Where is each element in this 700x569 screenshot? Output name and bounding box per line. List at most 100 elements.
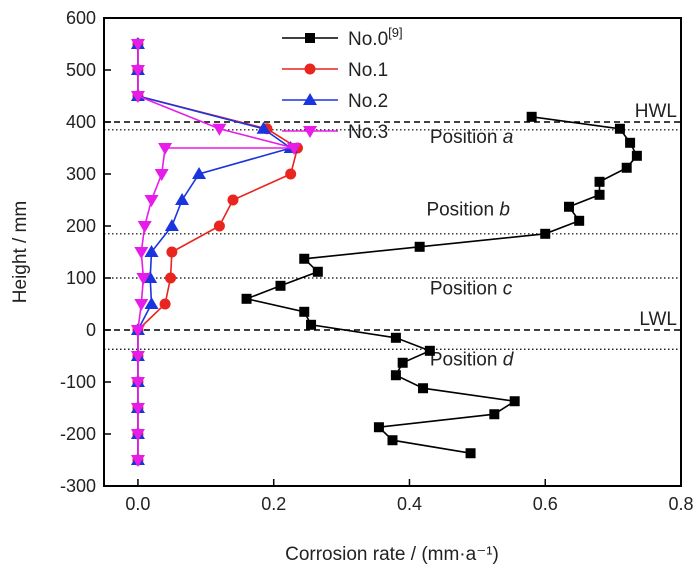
legend-item-no1: No.1 bbox=[282, 60, 388, 81]
y-tick-label: 400 bbox=[66, 112, 96, 132]
data-point-no0 bbox=[299, 253, 310, 264]
data-point-no1 bbox=[285, 168, 297, 180]
data-point-no0 bbox=[625, 137, 636, 148]
legend: No.0[9] No.1 No.2 No.3 bbox=[282, 25, 403, 143]
data-point-no3 bbox=[130, 455, 145, 467]
data-point-no0 bbox=[390, 370, 401, 381]
series-no0 bbox=[241, 111, 642, 459]
data-point-no0 bbox=[414, 241, 425, 252]
data-point-no2 bbox=[143, 271, 158, 283]
plot-frame bbox=[103, 17, 682, 487]
data-point-no0 bbox=[621, 162, 632, 173]
x-tick-label: 0.0 bbox=[125, 494, 150, 514]
y-tick-label: -100 bbox=[60, 372, 96, 392]
legend-swatch-marker bbox=[303, 93, 317, 105]
data-point-no2 bbox=[192, 167, 207, 179]
legend-label: No.2 bbox=[348, 91, 388, 112]
data-point-no1 bbox=[213, 220, 225, 232]
legend-swatch-marker bbox=[305, 33, 315, 43]
series-line-no3 bbox=[137, 44, 295, 460]
annotation-prefix: Position bbox=[430, 349, 503, 370]
data-point-no3 bbox=[130, 325, 145, 337]
legend-item-no3: No.3 bbox=[282, 122, 388, 143]
data-point-no0 bbox=[594, 189, 605, 200]
data-point-no3 bbox=[134, 247, 149, 259]
x-axis-title: Corrosion rate / (mm·a⁻¹) bbox=[285, 544, 499, 565]
legend-series-name: No.0 bbox=[348, 29, 388, 50]
data-point-no0 bbox=[526, 111, 537, 122]
y-tick-label: -200 bbox=[60, 424, 96, 444]
y-tick-label: 300 bbox=[66, 164, 96, 184]
data-point-no2 bbox=[144, 245, 159, 257]
legend-series-name: No.3 bbox=[348, 122, 388, 143]
legend-label: No.1 bbox=[348, 60, 388, 81]
data-point-no0 bbox=[540, 228, 551, 239]
data-point-no3 bbox=[130, 403, 145, 415]
position-annotation-b: Position b bbox=[426, 200, 509, 221]
legend-series-name: No.1 bbox=[348, 60, 388, 81]
data-point-no3 bbox=[130, 91, 145, 103]
data-point-no0 bbox=[418, 383, 429, 394]
reference-label-lwl: LWL bbox=[639, 309, 677, 330]
data-point-no0 bbox=[594, 176, 605, 187]
series-line-no2 bbox=[137, 44, 293, 460]
legend-series-name: No.2 bbox=[348, 91, 388, 112]
data-point-no1 bbox=[165, 272, 177, 284]
annotation-var: d bbox=[503, 349, 515, 370]
data-point-no0 bbox=[299, 306, 310, 317]
data-point-no0 bbox=[563, 201, 574, 212]
x-tick-label: 0.6 bbox=[533, 494, 558, 514]
legend-label: No.0[9] bbox=[348, 25, 403, 50]
series-no2 bbox=[130, 37, 298, 465]
data-point-no0 bbox=[574, 215, 585, 226]
x-tick-label: 0.2 bbox=[261, 494, 286, 514]
legend-reference-sup: [9] bbox=[388, 25, 402, 40]
y-tick-label: 500 bbox=[66, 60, 96, 80]
data-point-no1 bbox=[166, 246, 178, 258]
annotation-var: c bbox=[503, 279, 513, 300]
annotation-prefix: Position bbox=[426, 200, 499, 221]
data-point-no3 bbox=[134, 299, 149, 311]
data-point-no0 bbox=[489, 409, 500, 420]
data-point-no3 bbox=[130, 429, 145, 441]
y-tick-label: -300 bbox=[60, 476, 96, 496]
position-annotation-d: Position d bbox=[430, 349, 515, 370]
y-tick-label: 0 bbox=[86, 320, 96, 340]
data-point-no0 bbox=[509, 396, 520, 407]
data-point-no3 bbox=[287, 143, 302, 155]
legend-label: No.3 bbox=[348, 122, 388, 143]
annotation-var: a bbox=[503, 127, 514, 148]
data-point-no0 bbox=[306, 319, 317, 330]
legend-item-no0: No.0[9] bbox=[282, 25, 403, 50]
legend-item-no2: No.2 bbox=[282, 91, 388, 112]
data-point-no2 bbox=[175, 193, 190, 205]
reference-lines bbox=[104, 121, 681, 350]
position-annotation-c: Position c bbox=[430, 279, 513, 300]
series-layer bbox=[130, 37, 642, 467]
data-point-no0 bbox=[275, 280, 286, 291]
data-point-no3 bbox=[154, 169, 169, 181]
y-axis-ticks: -300 -200 -100 0 100 200 300 400 500 600 bbox=[60, 8, 111, 496]
data-point-no0 bbox=[614, 123, 625, 134]
data-point-no1 bbox=[159, 298, 171, 310]
data-point-no0 bbox=[387, 435, 398, 446]
x-tick-label: 0.4 bbox=[397, 494, 422, 514]
data-point-no0 bbox=[465, 448, 476, 459]
legend-swatch-marker bbox=[304, 63, 316, 75]
y-axis-title: Height / mm bbox=[10, 201, 31, 303]
data-point-no2 bbox=[144, 297, 159, 309]
data-point-no2 bbox=[164, 219, 179, 231]
reference-label-hwl: HWL bbox=[635, 101, 677, 122]
data-point-no0 bbox=[373, 422, 384, 433]
data-point-no0 bbox=[241, 293, 252, 304]
annotation-var: b bbox=[499, 200, 510, 221]
data-point-no3 bbox=[130, 65, 145, 77]
data-point-no3 bbox=[137, 221, 152, 233]
reference-line-labels: HWL LWL bbox=[635, 101, 677, 330]
y-tick-label: 600 bbox=[66, 8, 96, 28]
annotation-prefix: Position bbox=[430, 127, 503, 148]
data-point-no3 bbox=[144, 195, 159, 207]
data-point-no0 bbox=[424, 345, 435, 356]
